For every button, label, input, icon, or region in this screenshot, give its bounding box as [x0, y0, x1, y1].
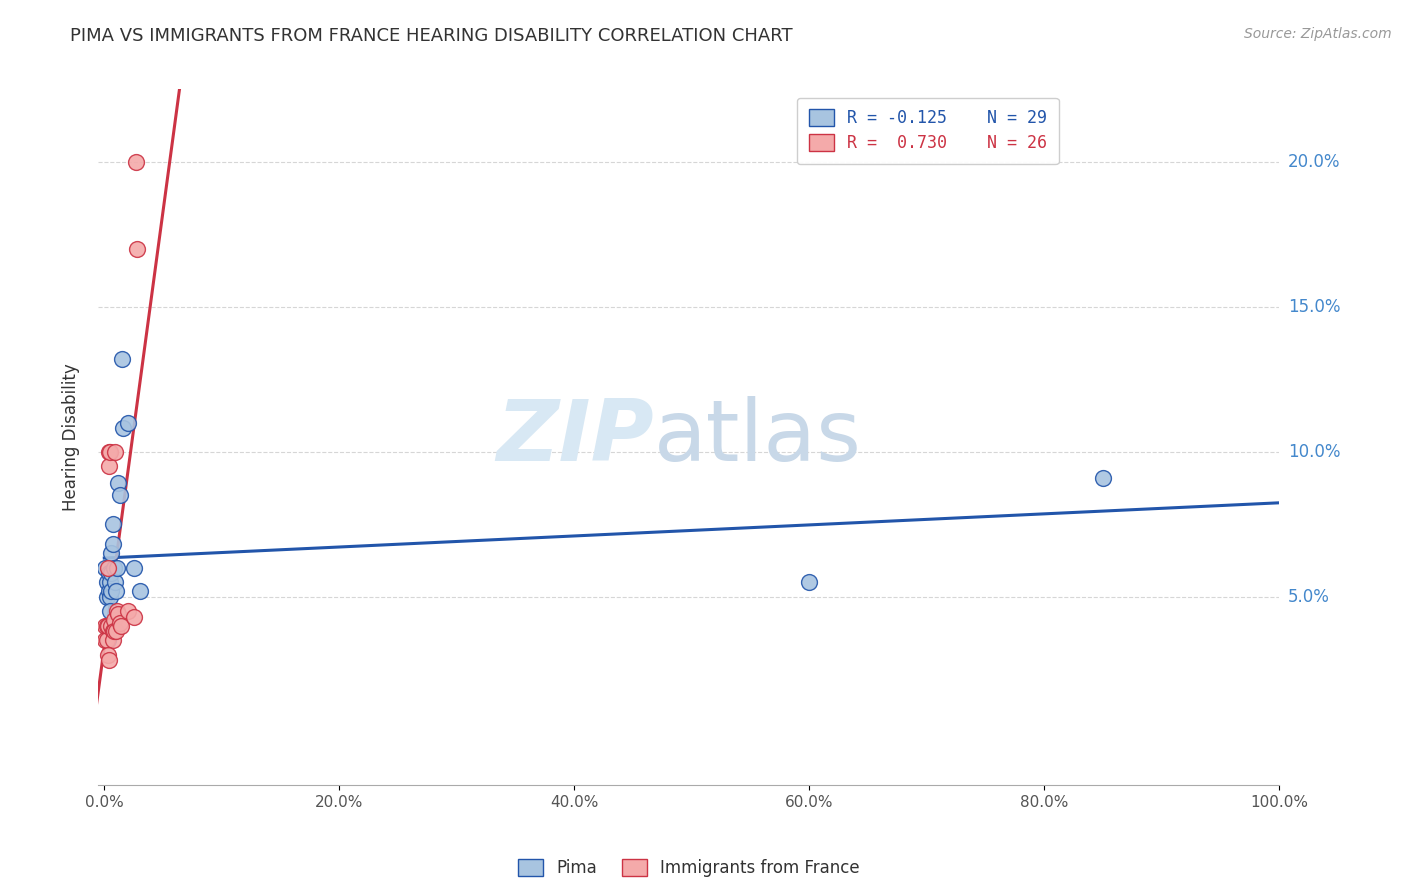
Point — [1092, 470, 1115, 484]
Point — [94, 618, 117, 632]
Point — [100, 546, 122, 560]
Point — [103, 613, 125, 627]
Point — [98, 444, 121, 458]
Point — [98, 653, 121, 667]
Point — [122, 560, 145, 574]
Text: 15.0%: 15.0% — [1288, 298, 1340, 316]
Point — [107, 476, 129, 491]
Point — [117, 416, 139, 430]
Point — [103, 560, 125, 574]
Point — [98, 444, 121, 458]
Point — [100, 583, 122, 598]
Point — [96, 590, 118, 604]
Point — [108, 615, 131, 630]
Point — [125, 154, 148, 169]
Text: 5.0%: 5.0% — [1288, 588, 1330, 606]
Point — [104, 444, 127, 458]
Point — [105, 560, 128, 574]
Point — [101, 624, 124, 639]
Point — [97, 560, 120, 574]
Point — [98, 566, 121, 581]
Text: PIMA VS IMMIGRANTS FROM FRANCE HEARING DISABILITY CORRELATION CHART: PIMA VS IMMIGRANTS FROM FRANCE HEARING D… — [70, 27, 793, 45]
Legend: Pima, Immigrants from France: Pima, Immigrants from France — [512, 853, 866, 884]
Point — [110, 618, 132, 632]
Point — [97, 618, 120, 632]
Point — [103, 624, 125, 639]
Point — [94, 560, 117, 574]
Point — [100, 566, 122, 581]
Y-axis label: Hearing Disability: Hearing Disability — [62, 363, 80, 511]
Point — [101, 537, 124, 551]
Point — [122, 610, 145, 624]
Point — [97, 633, 120, 648]
Point — [101, 633, 124, 648]
Point — [97, 618, 120, 632]
Point — [105, 583, 128, 598]
Point — [98, 604, 121, 618]
Point — [98, 590, 121, 604]
Point — [117, 604, 139, 618]
Point — [96, 574, 118, 589]
Point — [111, 351, 134, 366]
Point — [128, 583, 150, 598]
Point — [97, 618, 120, 632]
Point — [98, 458, 121, 473]
Point — [127, 242, 149, 256]
Point — [108, 488, 131, 502]
Point — [98, 574, 121, 589]
Point — [107, 607, 129, 621]
Point — [94, 633, 117, 648]
Point — [96, 618, 118, 632]
Text: 20.0%: 20.0% — [1288, 153, 1340, 170]
Point — [98, 583, 121, 598]
Point — [105, 604, 128, 618]
Point — [96, 633, 118, 648]
Text: atlas: atlas — [654, 395, 862, 479]
Point — [104, 574, 127, 589]
Text: Source: ZipAtlas.com: Source: ZipAtlas.com — [1244, 27, 1392, 41]
Point — [799, 574, 821, 589]
Point — [112, 421, 135, 435]
Text: ZIP: ZIP — [496, 395, 654, 479]
Point — [101, 516, 124, 531]
Point — [97, 648, 120, 662]
Text: 10.0%: 10.0% — [1288, 442, 1340, 460]
Point — [100, 618, 122, 632]
Point — [105, 624, 128, 639]
